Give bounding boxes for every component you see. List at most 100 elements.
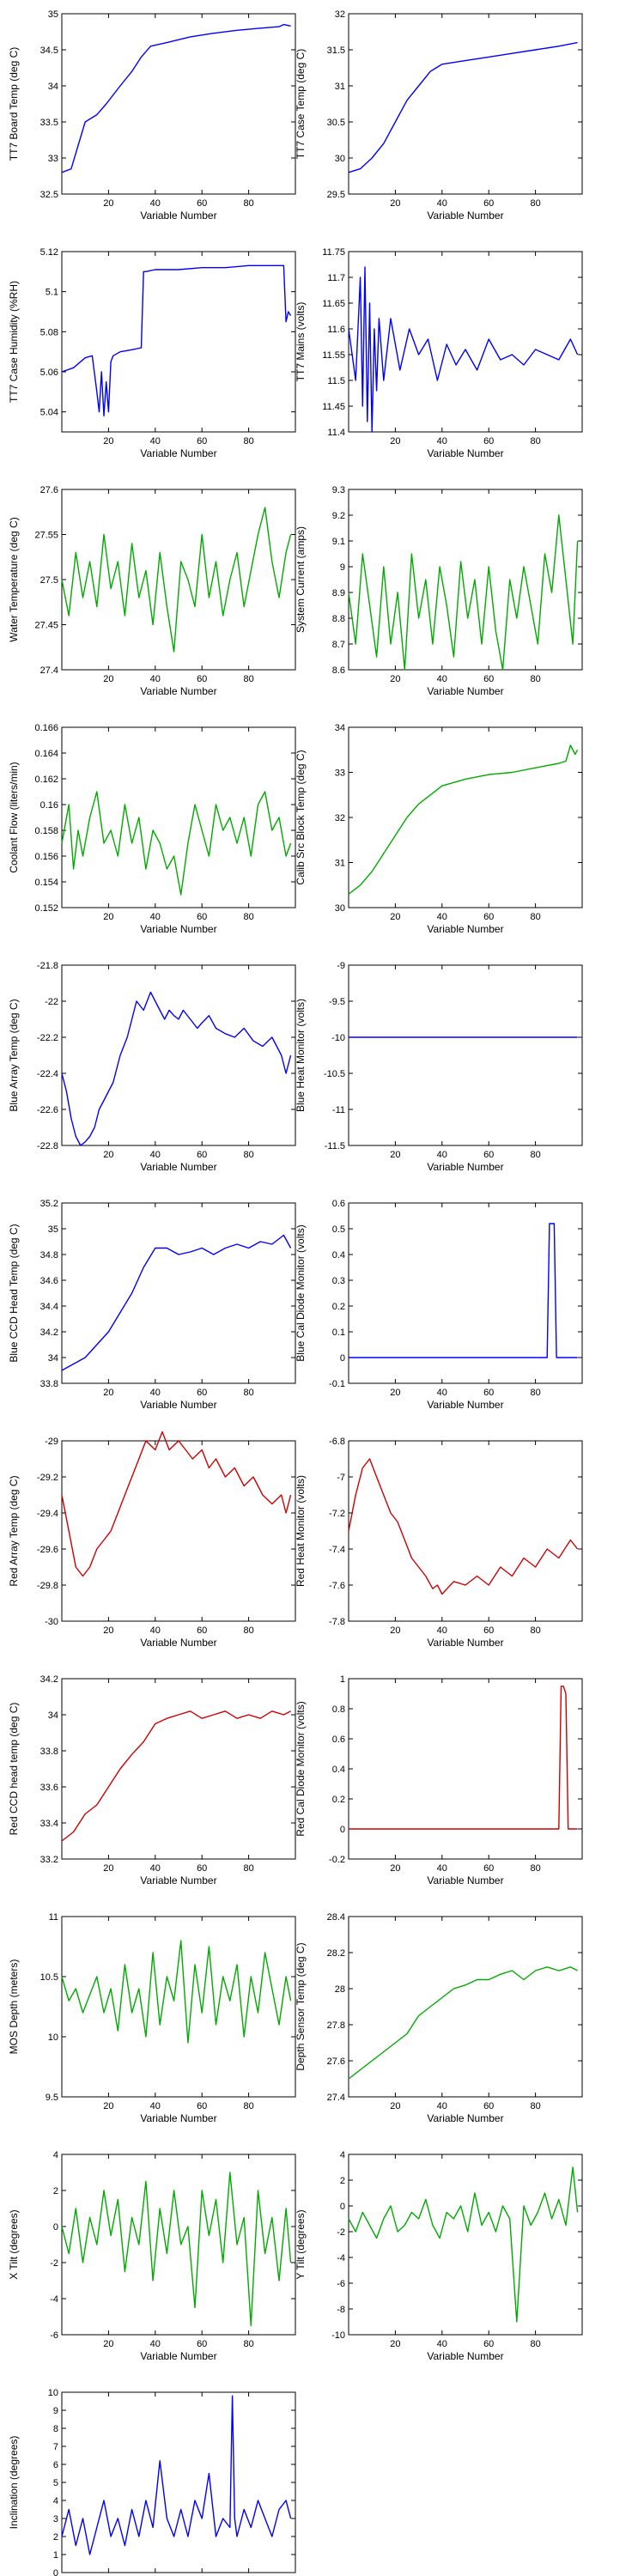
y-tick-label: 4: [53, 2150, 58, 2160]
y-tick-label: 28.2: [327, 1948, 345, 1959]
y-axis-label: Blue CCD Head Temp (deg C): [8, 1224, 20, 1362]
x-tick-label: 80: [530, 2339, 540, 2349]
y-tick-label: 9: [340, 562, 345, 573]
y-tick-label: 4: [340, 2150, 345, 2160]
y-tick-label: 5: [53, 2478, 58, 2488]
y-axis-label: Blue Heat Monitor (volts): [295, 999, 307, 1112]
y-tick-label: -9.5: [329, 997, 345, 1007]
y-tick-label: -22.6: [37, 1105, 58, 1115]
x-tick-label: 20: [390, 1388, 400, 1398]
x-tick-label: 40: [150, 1863, 161, 1874]
y-tick-label: 0.5: [332, 1224, 345, 1235]
y-tick-label: 34.8: [40, 1250, 58, 1261]
y-tick-label: -22: [45, 997, 58, 1007]
plot-frame: [61, 2391, 296, 2573]
y-axis-label: Blue Cal Diode Monitor (volts): [295, 1224, 307, 1361]
x-tick-label: 80: [243, 2101, 253, 2111]
x-tick-label: 60: [197, 1388, 207, 1398]
y-axis-label: Depth Sensor Temp (deg C): [295, 1942, 307, 2070]
x-tick-label: 40: [437, 436, 447, 447]
y-tick-label: 2: [53, 2532, 58, 2543]
x-tick-label: 80: [243, 912, 253, 922]
chart-panel: 20 40 60 80 32.5 33 33.5 34 34.5 35 Variable Numbe…: [8, 9, 296, 222]
y-tick-label: -7.2: [329, 1509, 345, 1519]
y-tick-label: -29: [45, 1437, 58, 1447]
y-tick-label: 31: [335, 82, 345, 92]
x-axis-label: Variable Number: [140, 685, 216, 697]
y-tick-label: 34: [335, 723, 345, 733]
x-tick-label: 80: [530, 2101, 540, 2111]
y-tick-label: 0.2: [332, 1795, 345, 1805]
y-axis-label: TT7 Case Humidity (%RH): [8, 281, 20, 403]
y-tick-label: 30: [335, 154, 345, 164]
series-line: [348, 1458, 579, 1595]
y-tick-label: -11.5: [325, 1141, 345, 1151]
x-tick-label: 20: [390, 674, 400, 684]
y-tick-label: 28: [335, 1984, 345, 1995]
series-line: [61, 2395, 292, 2555]
y-tick-label: -30: [45, 1617, 58, 1627]
y-tick-label: 0: [340, 1825, 345, 1835]
x-tick-label: 20: [390, 912, 400, 922]
chart-panel: 20 40 60 80 -30 -29.8 -29.6 -29.4 -29.2 -29 Variab…: [8, 1431, 296, 1649]
x-tick-label: 20: [103, 674, 113, 684]
y-axis-label: Coolant Flow (liters/min): [8, 762, 20, 872]
y-tick-label: 27.45: [34, 621, 58, 631]
x-tick-label: 20: [103, 1625, 113, 1636]
x-tick-label: 40: [150, 1625, 161, 1636]
y-tick-label: 0.6: [332, 1199, 345, 1209]
x-axis-label: Variable Number: [140, 923, 216, 935]
x-tick-label: 20: [103, 2339, 113, 2349]
plot-frame: [61, 1440, 296, 1622]
y-tick-label: -6: [337, 2279, 345, 2289]
x-tick-label: 60: [197, 1863, 207, 1874]
x-axis-label: Variable Number: [140, 447, 216, 459]
plot-frame: [348, 1916, 583, 2098]
chart-panel: 20 40 60 80 8.6 8.7 8.8 8.9 9 9.1 9.2 9.3 Variable N…: [295, 485, 583, 697]
x-axis-label: Variable Number: [140, 210, 216, 222]
y-tick-label: -22.4: [37, 1069, 58, 1079]
chart-panel: 20 40 60 80 0.152 0.154 0.156 0.158 0.16 0.162 0.1…: [8, 723, 296, 935]
chart-panel: 20 40 60 80 30 31 32 33 34 Variable Number Calib S…: [295, 723, 583, 935]
y-tick-label: -22.8: [37, 1141, 58, 1151]
x-axis-label: Variable Number: [140, 1637, 216, 1649]
y-tick-label: 27.4: [40, 665, 58, 676]
x-axis-label: Variable Number: [427, 1637, 503, 1649]
y-tick-label: 5.12: [40, 247, 58, 258]
y-tick-label: 33.6: [40, 1783, 58, 1793]
series-line: [61, 1431, 292, 1577]
plot-frame: [348, 964, 583, 1146]
x-tick-label: 60: [197, 436, 207, 447]
x-tick-label: 20: [390, 436, 400, 447]
x-tick-label: 40: [150, 912, 161, 922]
y-tick-label: 1: [340, 1674, 345, 1685]
x-tick-label: 20: [390, 1863, 400, 1874]
y-axis-label: MOS Depth (meters): [8, 1959, 20, 2055]
y-tick-label: 8.7: [332, 640, 345, 650]
plot-frame: [348, 1202, 583, 1384]
y-tick-label: 2: [53, 2186, 58, 2196]
y-tick-label: -7.6: [329, 1581, 345, 1591]
plot-frame: [61, 251, 296, 433]
y-axis-label: Blue Array Temp (deg C): [8, 999, 20, 1111]
y-tick-label: 11.45: [322, 402, 345, 412]
x-tick-label: 60: [483, 2101, 494, 2111]
y-axis-label: TT7 Board Temp (deg C): [8, 47, 20, 161]
y-tick-label: -10: [331, 2330, 345, 2341]
y-tick-label: -9: [337, 961, 345, 971]
x-tick-label: 60: [197, 1625, 207, 1636]
y-tick-label: 27.5: [40, 575, 58, 586]
y-tick-label: 10: [48, 2388, 58, 2398]
x-tick-label: 40: [150, 674, 161, 684]
y-tick-label: 8.8: [332, 614, 345, 624]
y-tick-label: 0.164: [34, 749, 58, 759]
y-tick-label: 0.8: [332, 1704, 345, 1715]
y-tick-label: 29.5: [327, 190, 345, 200]
y-axis-label: Red Array Temp (deg C): [8, 1475, 20, 1586]
chart-panel: 20 40 60 80 11.4 11.45 11.5 11.55 11.6 11.65 11.7 1…: [295, 247, 583, 459]
y-tick-label: 33.8: [40, 1747, 58, 1757]
y-tick-label: -7.4: [329, 1545, 345, 1555]
plot-frame: [348, 489, 583, 671]
y-tick-label: 10: [48, 2032, 58, 2043]
plot-frame: [348, 726, 583, 908]
